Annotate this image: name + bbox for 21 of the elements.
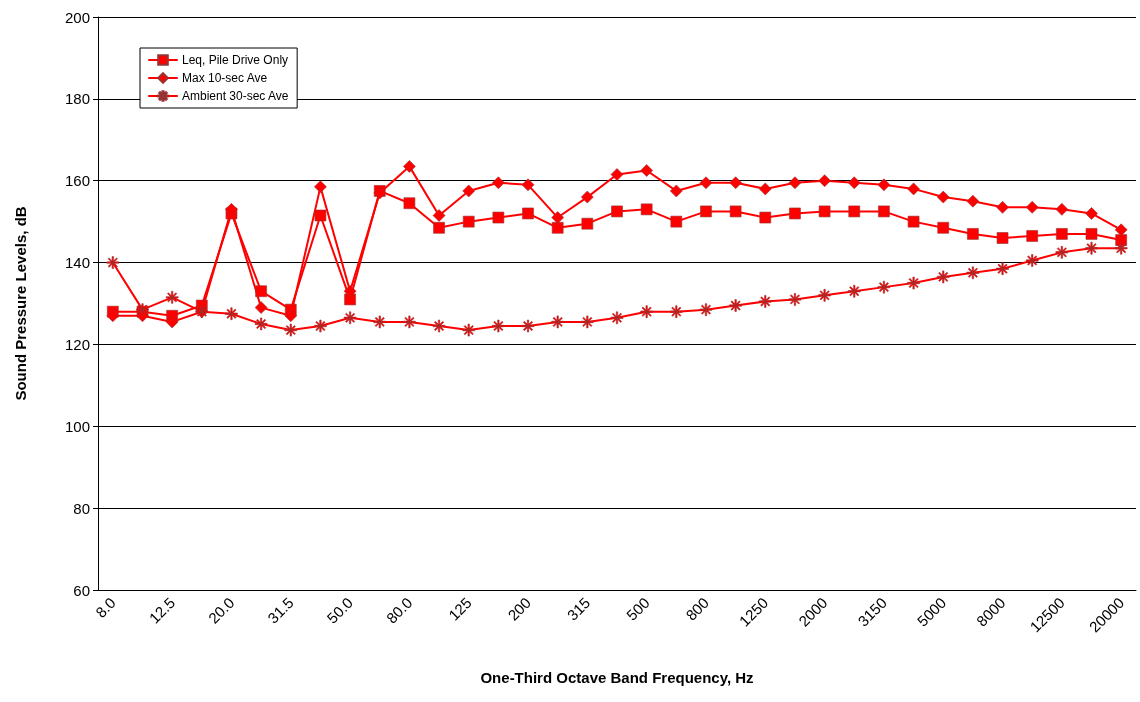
x-tick-label: 125	[445, 593, 475, 624]
y-tick-label: 140	[64, 254, 90, 272]
x-tick-label: 500	[622, 593, 653, 624]
x-tick-label: 50.0	[323, 593, 357, 627]
y-tick-label: 60	[73, 581, 90, 599]
legend-label: Max 10-sec Ave	[182, 71, 268, 85]
y-tick-label: 120	[64, 335, 90, 353]
y-tick-label: 80	[73, 499, 90, 517]
x-axis-title: One-Third Octave Band Frequency, Hz	[480, 669, 754, 686]
y-tick-label: 160	[64, 172, 90, 190]
legend-label: Leq, Pile Drive Only	[182, 53, 289, 67]
x-tick-label: 200	[504, 593, 535, 624]
y-tick-label: 200	[64, 8, 90, 26]
y-tick-label: 100	[64, 417, 90, 435]
x-tick-label: 315	[563, 593, 594, 624]
x-tick-label: 800	[682, 593, 712, 624]
x-tick-label: 80.0	[382, 593, 416, 627]
y-axis-title: Sound Pressure Levels, dB	[12, 206, 29, 401]
legend-label: Ambient 30-sec Ave	[182, 89, 289, 103]
x-tick-label: 8.0	[92, 593, 119, 621]
y-tick-label: 180	[64, 90, 90, 108]
